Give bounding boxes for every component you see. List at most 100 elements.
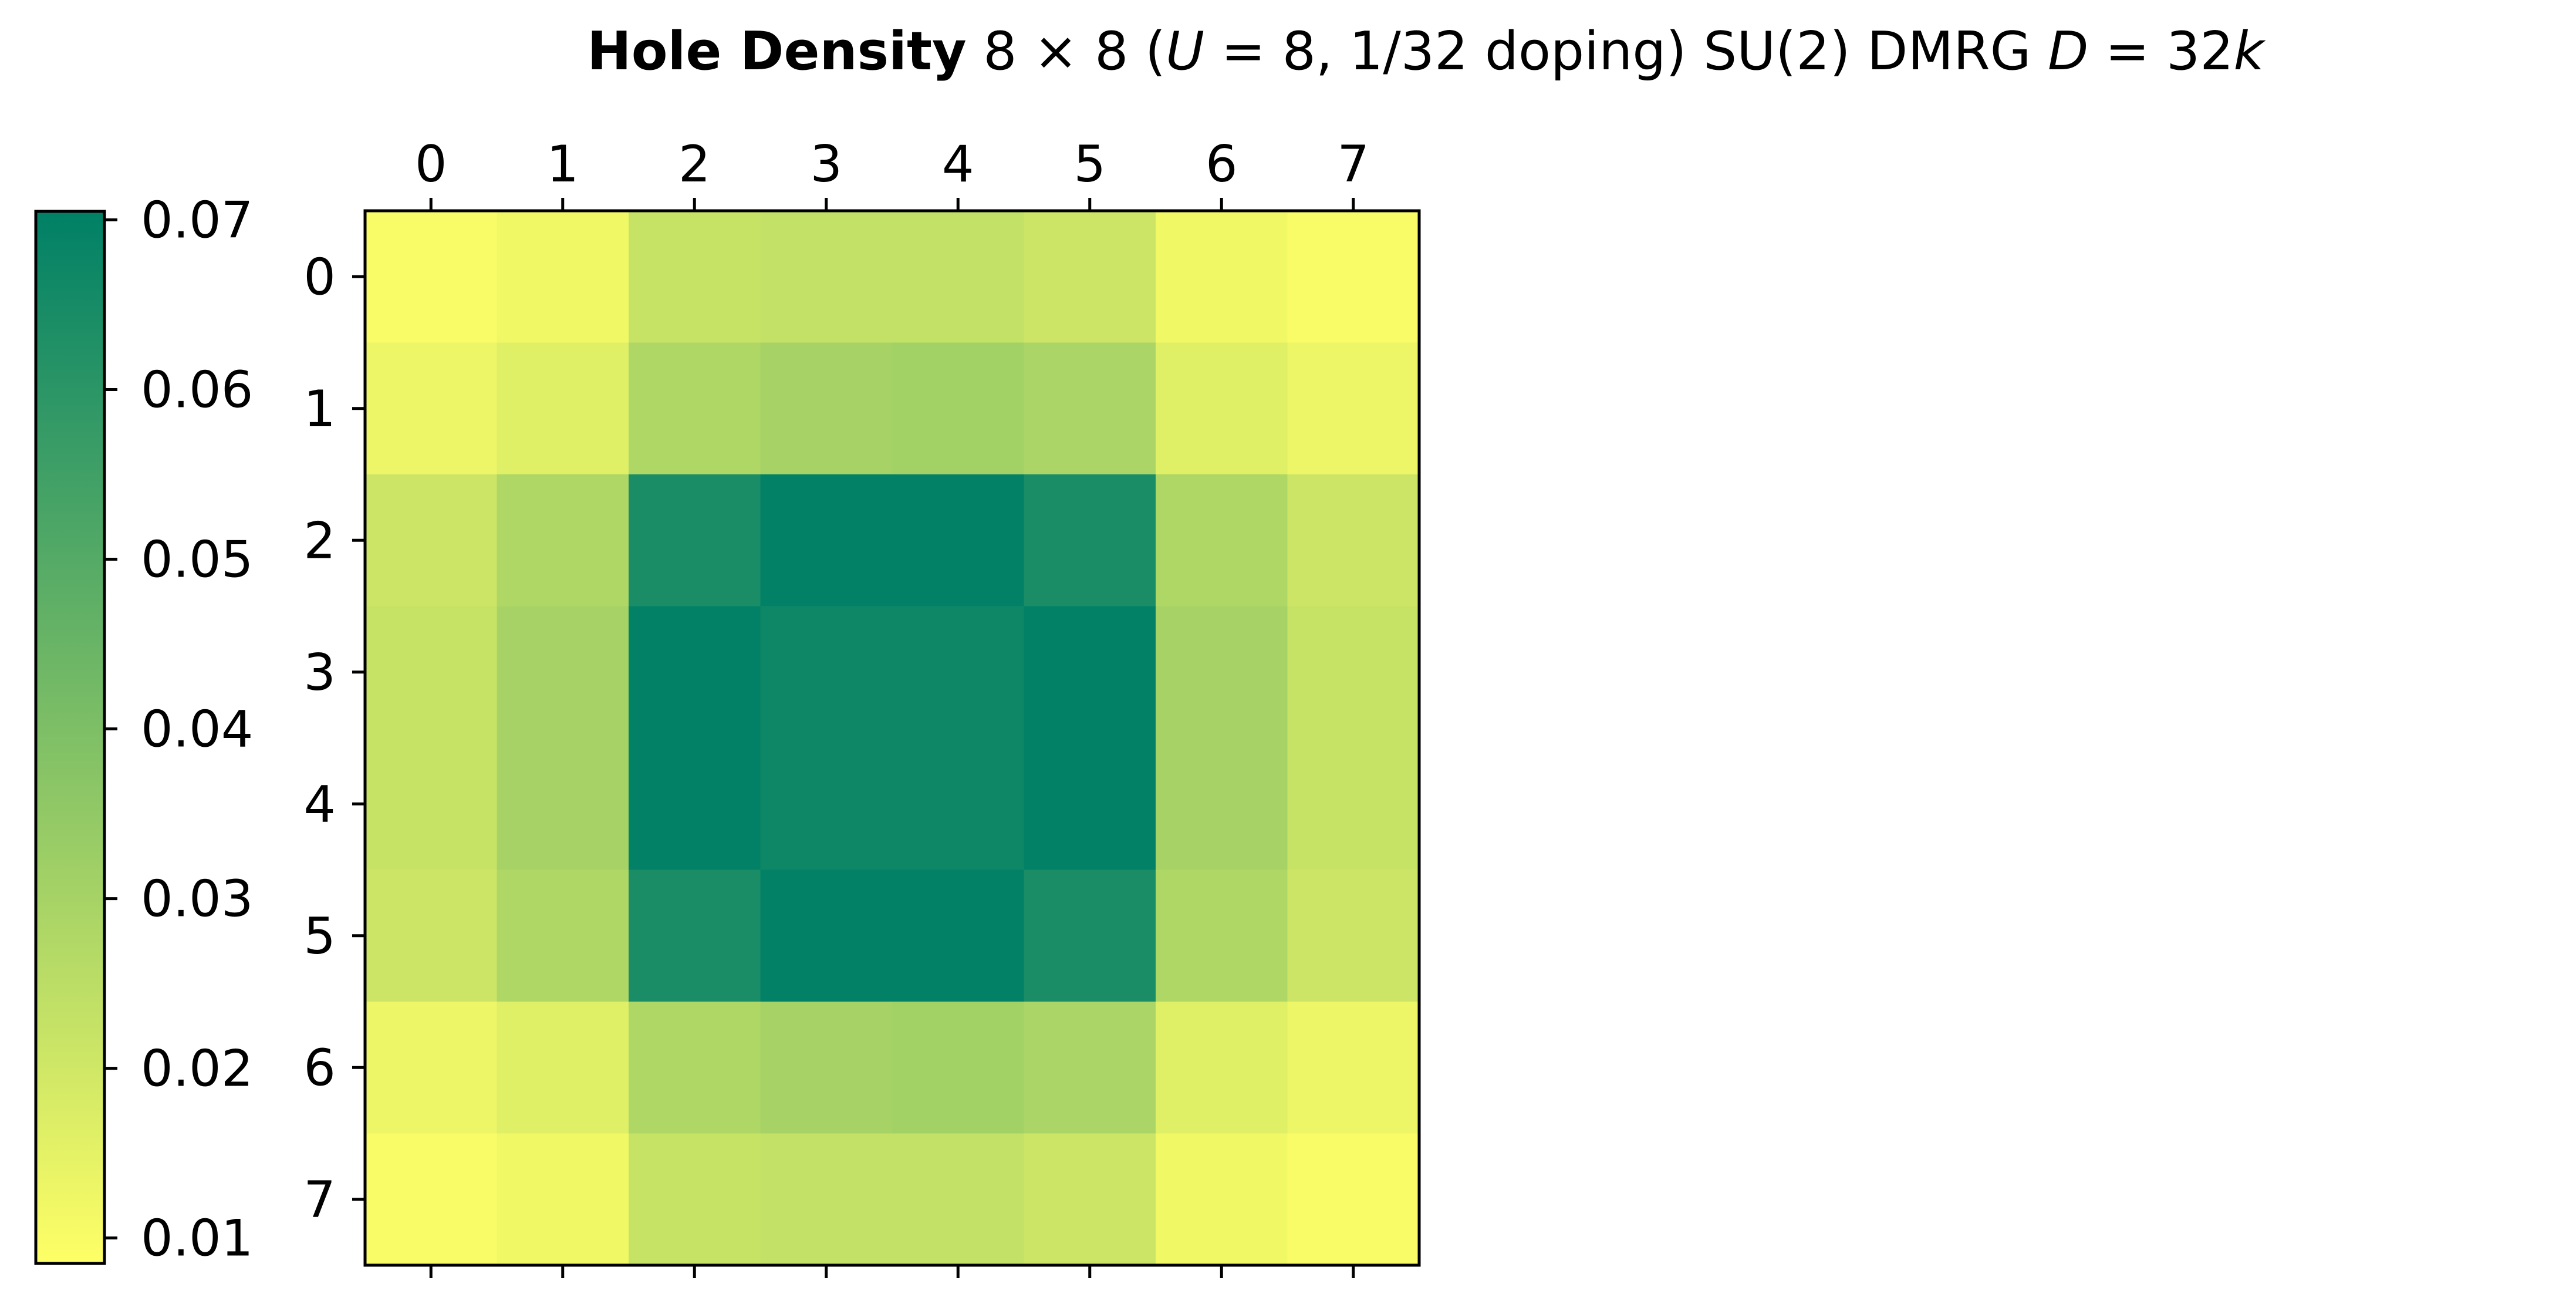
- heatmap-cell-r7-c6: [1156, 1133, 1288, 1266]
- title-d-variable: D: [2048, 21, 2088, 82]
- x-tick-label: 1: [546, 135, 579, 194]
- heatmap-cell-r0-c6: [1156, 211, 1288, 343]
- x-tick-label: 0: [415, 135, 447, 194]
- x-axis-top-ticks: 0 1 2 3 4 5 6 7: [415, 135, 1369, 211]
- heatmap-cell-r3-c3: [760, 606, 893, 739]
- heatmap-cell-r7-c5: [1024, 1133, 1156, 1266]
- heatmap-cell-r6-c6: [1156, 1002, 1288, 1134]
- heatmap-cell-r1-c5: [1024, 342, 1156, 475]
- heatmap-cell-r6-c4: [892, 1002, 1025, 1134]
- heatmap-cell-r7-c0: [365, 1133, 498, 1266]
- heatmap-cell-r5-c4: [892, 869, 1025, 1002]
- heatmap-cell-r0-c3: [760, 211, 893, 343]
- heatmap-cell-r2-c6: [1156, 474, 1288, 607]
- heatmap-cell-r0-c7: [1287, 211, 1420, 343]
- heatmap-cell-r2-c4: [892, 474, 1025, 607]
- title-size-part: [967, 21, 984, 82]
- heatmap-cell-r1-c0: [365, 342, 498, 475]
- colorbar-tick-label: 0.05: [141, 531, 253, 589]
- title-grid-size: 8 × 8 (: [983, 21, 1166, 82]
- heatmap-cell-r7-c3: [760, 1133, 893, 1266]
- heatmap-cell-r1-c7: [1287, 342, 1420, 475]
- title-bold-part: Hole Density: [587, 21, 966, 82]
- heatmap-cell-r6-c0: [365, 1002, 498, 1134]
- heatmap-cell-r5-c5: [1024, 869, 1156, 1002]
- colorbar-ticks: 0.01 0.02 0.03 0.04 0.05 0.06 0.07: [104, 191, 253, 1268]
- heatmap-cell-r4-c4: [892, 738, 1025, 871]
- x-tick-label: 5: [1073, 135, 1106, 194]
- heatmap-cell-r5-c7: [1287, 869, 1420, 1002]
- heatmap-cell-r3-c1: [497, 606, 629, 739]
- x-tick-label: 7: [1337, 135, 1369, 194]
- heatmap-cell-r1-c4: [892, 342, 1025, 475]
- heatmap-cell-r4-c1: [497, 738, 629, 871]
- heatmap-cell-r2-c7: [1287, 474, 1420, 607]
- colorbar-tick-label: 0.01: [141, 1209, 253, 1268]
- heatmap-cells: [365, 211, 1420, 1266]
- heatmap-cell-r7-c2: [629, 1133, 761, 1266]
- colorbar: [34, 210, 106, 1265]
- x-tick-label: 3: [810, 135, 842, 194]
- title-k-variable: k: [2233, 21, 2266, 82]
- y-tick-label: 7: [303, 1171, 336, 1229]
- x-tick-label: 6: [1206, 135, 1238, 194]
- heatmap-cell-r3-c5: [1024, 606, 1156, 739]
- heatmap-cell-r2-c2: [629, 474, 761, 607]
- x-tick-label: 2: [678, 135, 711, 194]
- heatmap-cell-r4-c0: [365, 738, 498, 871]
- y-tick-label: 5: [303, 907, 336, 966]
- heatmap-cell-r1-c3: [760, 342, 893, 475]
- title-params: = 8, 1/32 doping) SU(2) DMRG: [1204, 21, 2048, 82]
- heatmap-cell-r0-c4: [892, 211, 1025, 343]
- heatmap-cell-r6-c1: [497, 1002, 629, 1134]
- colorbar-tick-label: 0.03: [141, 870, 253, 929]
- y-tick-label: 1: [303, 380, 336, 439]
- heatmap-cell-r1-c2: [629, 342, 761, 475]
- heatmap-cell-r4-c5: [1024, 738, 1156, 871]
- heatmap-cell-r6-c7: [1287, 1002, 1420, 1134]
- heatmap-cell-r7-c4: [892, 1133, 1025, 1266]
- heatmap-cell-r6-c2: [629, 1002, 761, 1134]
- heatmap-cell-r0-c0: [365, 211, 498, 343]
- heatmap-cell-r4-c7: [1287, 738, 1420, 871]
- colorbar-tick-label: 0.04: [141, 700, 253, 759]
- heatmap-cell-r5-c3: [760, 869, 893, 1002]
- heatmap-cell-r0-c2: [629, 211, 761, 343]
- heatmap-frame: [363, 209, 1421, 1267]
- heatmap-cell-r3-c7: [1287, 606, 1420, 739]
- y-tick-label: 0: [303, 248, 336, 306]
- colorbar-tick-label: 0.06: [141, 360, 253, 419]
- heatmap-cell-r3-c2: [629, 606, 761, 739]
- heatmap-cell-r0-c1: [497, 211, 629, 343]
- heatmap-cell-r6-c5: [1024, 1002, 1156, 1134]
- heatmap-cell-r3-c6: [1156, 606, 1288, 739]
- y-tick-label: 4: [303, 775, 336, 834]
- heatmap-cell-r2-c1: [497, 474, 629, 607]
- title-d-equals: = 32: [2088, 21, 2233, 82]
- title-u-variable: U: [1166, 21, 1204, 82]
- heatmap-cell-r4-c3: [760, 738, 893, 871]
- heatmap-cell-r6-c3: [760, 1002, 893, 1134]
- y-tick-label: 2: [303, 511, 336, 570]
- heatmap-cell-r5-c0: [365, 869, 498, 1002]
- chart-title: Hole Density 8 × 8 (U = 8, 1/32 doping) …: [587, 21, 2266, 82]
- heatmap-cell-r7-c1: [497, 1133, 629, 1266]
- x-axis-bottom-ticks: [429, 1265, 1355, 1278]
- heatmap-cell-r2-c0: [365, 474, 498, 607]
- heatmap-cell-r4-c2: [629, 738, 761, 871]
- y-tick-label: 6: [303, 1039, 336, 1097]
- colorbar-tick-label: 0.07: [141, 191, 253, 250]
- y-axis-ticks: 0 1 2 3 4 5 6 7: [303, 248, 365, 1229]
- heatmap-cell-r3-c4: [892, 606, 1025, 739]
- heatmap-cell-r7-c7: [1287, 1133, 1420, 1266]
- heatmap-cell-r1-c6: [1156, 342, 1288, 475]
- colorbar-tick-label: 0.02: [141, 1040, 253, 1098]
- heatmap-cell-r5-c2: [629, 869, 761, 1002]
- heatmap-cell-r5-c6: [1156, 869, 1288, 1002]
- heatmap-cell-r2-c5: [1024, 474, 1156, 607]
- heatmap-cell-r5-c1: [497, 869, 629, 1002]
- x-tick-label: 4: [942, 135, 974, 194]
- heatmap-cell-r0-c5: [1024, 211, 1156, 343]
- heatmap-cell-r3-c0: [365, 606, 498, 739]
